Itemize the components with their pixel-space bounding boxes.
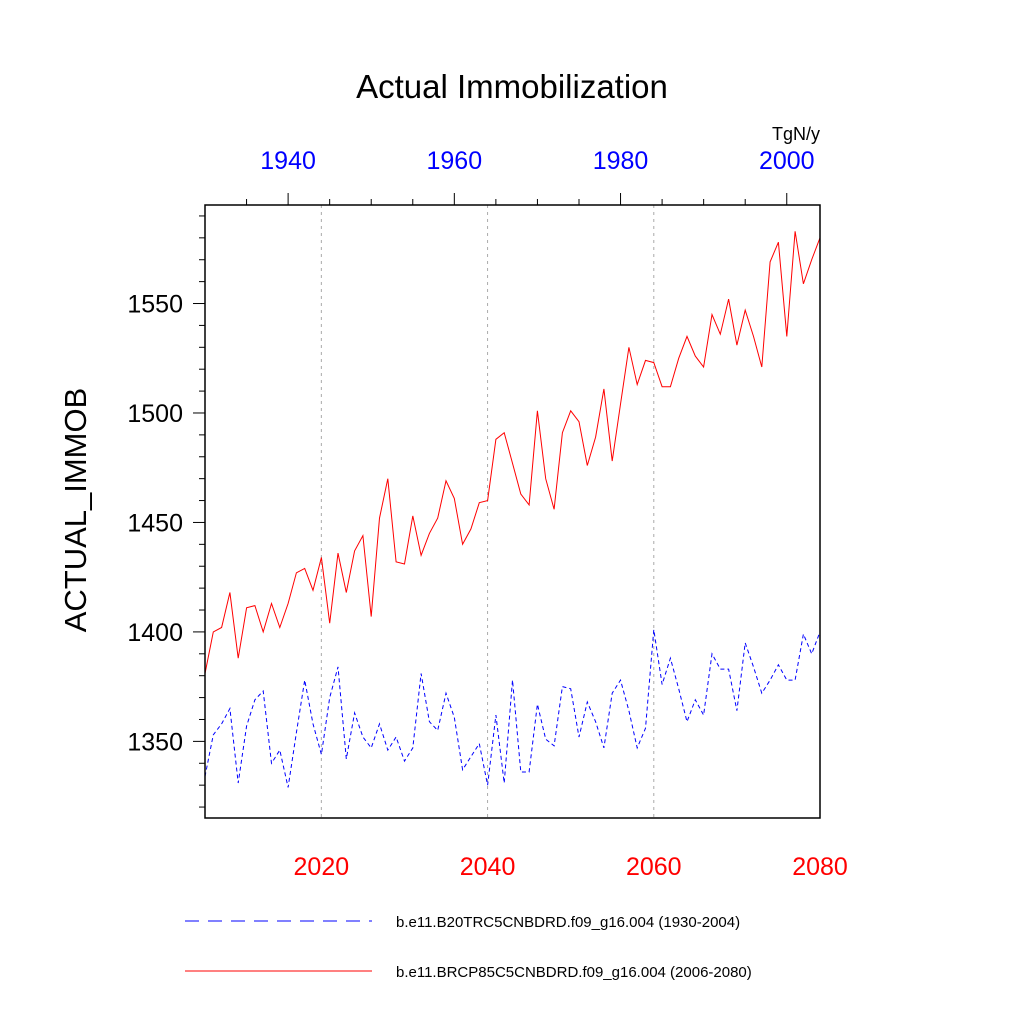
y-tick-label: 1500 (127, 400, 183, 428)
bottom-tick-label: 2040 (460, 853, 516, 881)
bottom-x-axis: 2020 2040 2060 2080 (294, 853, 848, 881)
units-label: TgN/y (772, 124, 820, 144)
top-tick-label: 1980 (593, 147, 649, 175)
y-tick-label: 1400 (127, 619, 183, 647)
y-axis-label: ACTUAL_IMMOB (58, 388, 93, 633)
top-tick-label: 2000 (759, 147, 815, 175)
chart-title: Actual Immobilization (356, 68, 668, 105)
grid-lines (320, 205, 655, 818)
series-line-historical (204, 629, 821, 788)
y-axis: 1350 1400 1450 1500 1550 (127, 215, 205, 808)
y-tick-label: 1450 (127, 509, 183, 537)
plot-frame (204, 204, 821, 819)
bottom-tick-label: 2080 (792, 853, 848, 881)
y-tick-label: 1550 (127, 291, 183, 319)
series-group (204, 231, 821, 788)
legend: b.e11.B20TRC5CNBDRD.f09_g16.004 (1930-20… (185, 914, 752, 981)
legend-label-historical: b.e11.B20TRC5CNBDRD.f09_g16.004 (1930-20… (396, 914, 740, 931)
top-x-axis: 1940 1960 1980 2000 (246, 147, 815, 205)
top-tick-label: 1960 (427, 147, 483, 175)
top-tick-label: 1940 (260, 147, 316, 175)
bottom-tick-label: 2060 (626, 853, 682, 881)
series-line-rcp85 (204, 231, 821, 674)
legend-label-rcp85: b.e11.BRCP85C5CNBDRD.f09_g16.004 (2006-2… (396, 964, 752, 981)
y-tick-label: 1350 (127, 728, 183, 756)
bottom-tick-label: 2020 (294, 853, 350, 881)
